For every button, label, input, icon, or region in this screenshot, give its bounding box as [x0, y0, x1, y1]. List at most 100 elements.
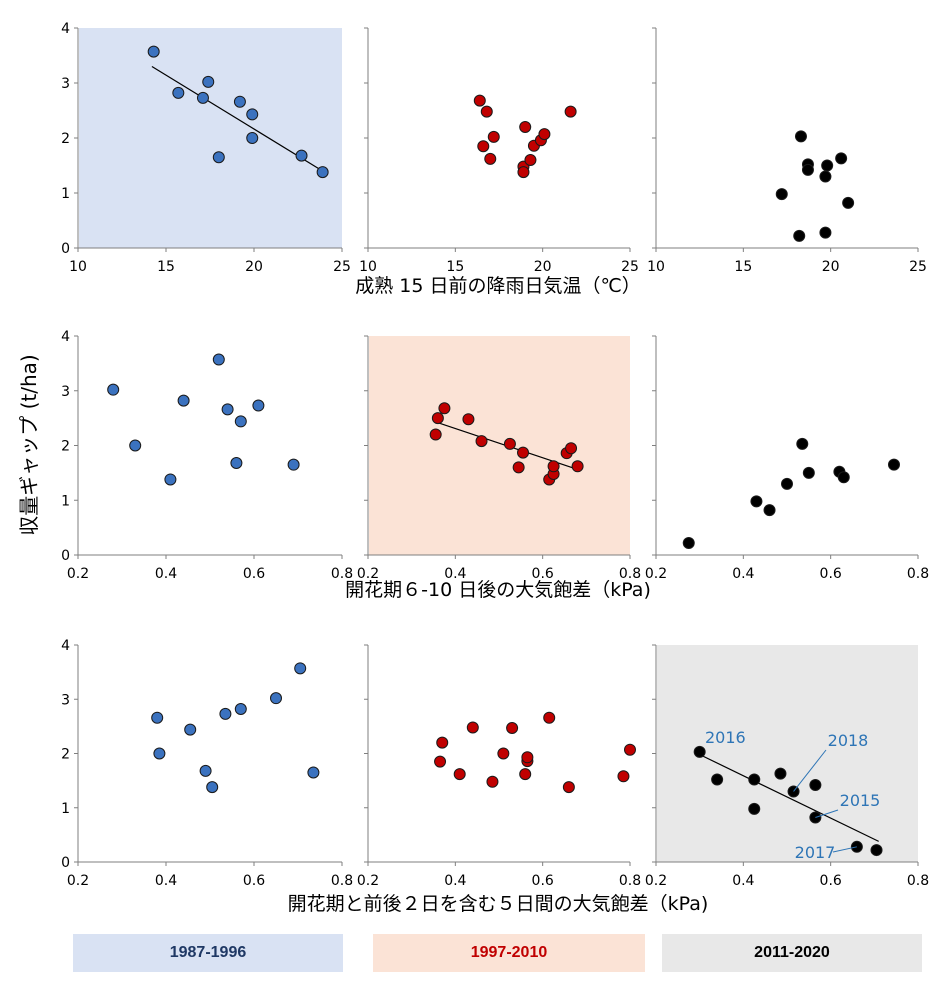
x-tick-label: 0.6	[820, 566, 842, 582]
year-annotation: 2018	[828, 731, 869, 750]
data-point	[750, 495, 763, 508]
y-tick-label: 3	[61, 692, 70, 708]
data-point	[234, 415, 247, 428]
data-point	[819, 226, 832, 239]
data-point	[796, 437, 809, 450]
data-point	[107, 383, 120, 396]
data-point	[682, 536, 695, 549]
data-point	[842, 196, 855, 209]
y-tick-label: 2	[61, 747, 70, 763]
data-point	[793, 229, 806, 242]
data-point	[199, 764, 212, 777]
data-point	[821, 159, 834, 172]
data-point	[221, 403, 234, 416]
x-tick-label: 0.8	[907, 566, 929, 582]
y-tick-label: 0	[61, 548, 70, 564]
y-tick-label: 4	[61, 21, 70, 37]
data-point	[212, 353, 225, 366]
data-point	[521, 751, 534, 764]
data-point	[429, 428, 442, 441]
data-point	[453, 768, 466, 781]
x-tick-label: 0.6	[243, 566, 265, 582]
data-point	[172, 86, 185, 99]
data-point	[711, 773, 724, 786]
x-tick-label: 25	[621, 259, 639, 275]
data-point	[129, 439, 142, 452]
trend-line	[697, 752, 879, 842]
x-tick-label: 0.4	[732, 566, 754, 582]
data-point	[562, 781, 575, 794]
data-point	[316, 166, 329, 179]
data-point	[466, 721, 479, 734]
legend-label: 1987-1996	[169, 944, 247, 961]
data-point	[486, 775, 499, 788]
data-point	[487, 130, 500, 143]
y-tick-label: 4	[61, 329, 70, 345]
data-point	[887, 458, 900, 471]
legend-label: 1997-2010	[470, 944, 548, 961]
x-tick-label: 0.6	[820, 873, 842, 889]
x-axis-title: 開花期と前後２日を含む５日間の大気飽差（kPa)	[288, 893, 709, 915]
x-tick-label: 0.8	[619, 873, 641, 889]
data-point	[480, 105, 493, 118]
legend-1987-1996: 1987-1996	[73, 934, 343, 972]
data-point	[775, 188, 788, 201]
x-tick-label: 0.4	[732, 873, 754, 889]
data-point	[219, 707, 232, 720]
y-tick-label: 1	[61, 186, 70, 202]
data-point	[517, 166, 530, 179]
x-tick-label: 25	[909, 259, 927, 275]
x-tick-label: 10	[359, 259, 377, 275]
x-tick-label: 0.4	[444, 566, 466, 582]
x-tick-label: 10	[647, 259, 665, 275]
x-tick-label: 0.8	[619, 566, 641, 582]
data-point	[748, 773, 761, 786]
x-tick-label: 25	[333, 259, 351, 275]
data-point	[252, 399, 265, 412]
data-point	[287, 458, 300, 471]
data-point	[295, 149, 308, 162]
data-point	[307, 766, 320, 779]
data-point	[438, 402, 451, 415]
data-point	[212, 151, 225, 164]
x-tick-label: 0.8	[331, 873, 353, 889]
data-point	[801, 163, 814, 176]
data-point	[763, 504, 776, 517]
data-point	[196, 91, 209, 104]
data-point	[835, 152, 848, 165]
y-tick-label: 2	[61, 439, 70, 455]
x-tick-label: 0.6	[243, 873, 265, 889]
data-point	[693, 745, 706, 758]
data-point	[870, 844, 883, 857]
x-tick-label: 0.4	[155, 873, 177, 889]
x-tick-label: 0.6	[532, 566, 554, 582]
x-tick-label: 10	[69, 259, 87, 275]
data-point	[477, 140, 490, 153]
data-point	[177, 394, 190, 407]
year-annotation: 2017	[795, 843, 836, 862]
data-point	[246, 132, 259, 144]
data-point	[819, 170, 832, 183]
data-point	[617, 770, 630, 783]
y-axis-title: 収量ギャップ (t/ha)	[17, 354, 41, 535]
data-point	[234, 703, 247, 716]
data-point	[202, 75, 215, 88]
data-point	[809, 778, 822, 791]
annotation-leader	[793, 749, 827, 792]
data-point	[565, 442, 578, 455]
y-tick-label: 1	[61, 801, 70, 817]
data-point	[503, 437, 516, 450]
annotation-leader	[815, 809, 839, 818]
data-point	[837, 471, 850, 484]
data-point	[431, 412, 444, 425]
data-point	[230, 457, 243, 470]
data-point	[543, 711, 556, 724]
x-axis-title: 開花期６-10 日後の大気飽差（kPa)	[345, 579, 651, 601]
data-point	[506, 722, 519, 735]
x-tick-label: 20	[822, 259, 840, 275]
data-point	[475, 435, 488, 448]
data-point	[781, 477, 793, 490]
data-point	[151, 711, 164, 724]
x-tick-label: 20	[534, 259, 552, 275]
